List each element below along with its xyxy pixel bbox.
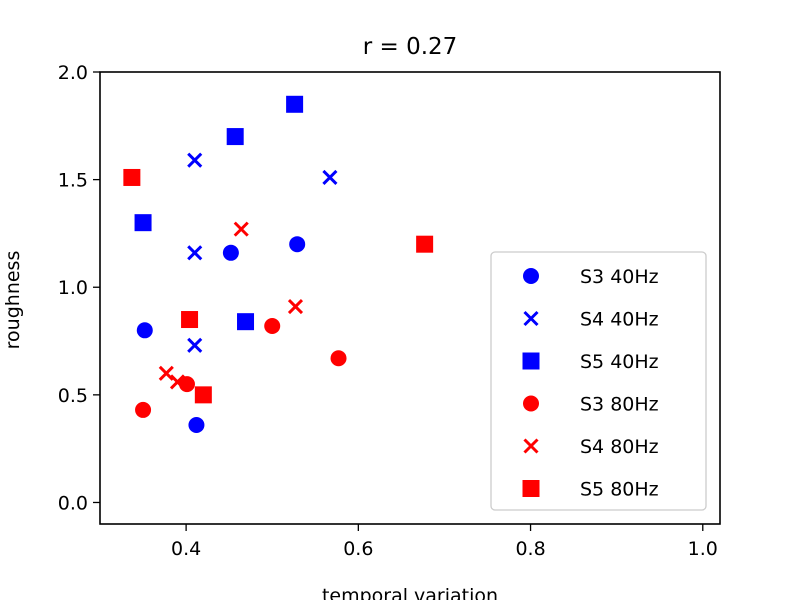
data-point bbox=[222, 244, 239, 261]
data-point bbox=[416, 235, 434, 253]
x-tick-label: 0.6 bbox=[343, 538, 373, 560]
plot-area bbox=[99, 71, 721, 525]
x-tick-label: 0.8 bbox=[515, 538, 545, 560]
legend-label: S5 80Hz bbox=[580, 479, 659, 501]
data-point bbox=[135, 401, 152, 418]
data-point bbox=[187, 337, 203, 353]
data-point bbox=[330, 350, 347, 367]
y-tick-label: 0.0 bbox=[58, 492, 88, 514]
legend: S3 40Hz S4 40Hz S5 40Hz S3 80Hz S4 80Hz S5 80… bbox=[490, 251, 707, 511]
data-point bbox=[287, 299, 304, 315]
data-point bbox=[237, 313, 255, 331]
legend-box bbox=[490, 251, 707, 511]
data-point bbox=[158, 365, 174, 381]
data-point bbox=[289, 236, 306, 253]
legend-label: S3 80Hz bbox=[580, 394, 659, 416]
data-point bbox=[123, 168, 141, 186]
x-tick-label: 0.4 bbox=[171, 538, 201, 560]
x-axis-title: temporal variation bbox=[322, 585, 498, 600]
y-tick-label: 1.0 bbox=[58, 277, 88, 299]
y-axis-title: roughness bbox=[2, 251, 24, 350]
y-axis: 0.0 0.5 1.0 1.5 2.0 bbox=[58, 62, 100, 514]
y-tick-label: 1.5 bbox=[58, 170, 88, 192]
data-point bbox=[322, 169, 338, 186]
legend-label: S5 40Hz bbox=[580, 351, 659, 373]
legend-marker bbox=[523, 395, 539, 412]
data-point bbox=[264, 317, 281, 334]
data-point bbox=[187, 152, 203, 168]
legend-label: S4 40Hz bbox=[580, 309, 659, 331]
data-point bbox=[188, 416, 205, 433]
plot-frame bbox=[99, 71, 721, 525]
legend-marker bbox=[523, 310, 539, 327]
legend-marker bbox=[522, 480, 540, 497]
y-tick-label: 0.5 bbox=[58, 385, 88, 407]
legend-marker bbox=[523, 268, 539, 284]
data-point bbox=[169, 374, 186, 390]
data-markers bbox=[123, 95, 434, 433]
data-point bbox=[181, 311, 199, 329]
x-tick-label: 1.0 bbox=[688, 538, 718, 560]
legend-marker bbox=[523, 438, 539, 454]
chart-title: r = 0.27 bbox=[363, 34, 458, 60]
legend-label: S4 80Hz bbox=[580, 436, 659, 458]
legend-label: S3 40Hz bbox=[580, 266, 659, 288]
data-point bbox=[226, 128, 244, 146]
data-point bbox=[187, 245, 203, 261]
data-point bbox=[136, 322, 153, 339]
legend-marker bbox=[522, 352, 540, 370]
data-point bbox=[134, 214, 152, 232]
y-tick-label: 2.0 bbox=[58, 62, 88, 84]
x-axis: 0.4 0.6 0.8 1.0 bbox=[171, 524, 718, 560]
data-point bbox=[286, 95, 304, 113]
data-point bbox=[233, 221, 249, 237]
data-point bbox=[194, 386, 212, 404]
